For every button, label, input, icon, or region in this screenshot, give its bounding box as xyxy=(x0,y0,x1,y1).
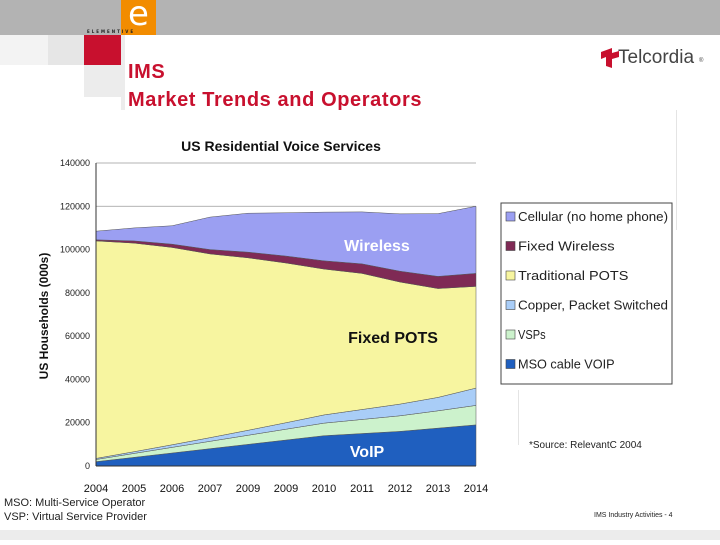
legend-label: Traditional POTS xyxy=(518,268,629,283)
element-logo: e xyxy=(121,0,156,35)
x-tick-label: 2005 xyxy=(122,483,146,495)
page-label: IMS Industry Activities - 4 xyxy=(594,512,673,519)
x-tick-label: 2010 xyxy=(312,483,336,495)
decor-square-4 xyxy=(121,35,125,110)
decor-square-3 xyxy=(84,65,121,97)
x-tick-label: 2013 xyxy=(426,483,450,495)
y-tick-label: 40000 xyxy=(65,374,90,384)
telcordia-logo: Telcordia ® xyxy=(593,44,708,74)
footnote-mso: MSO: Multi-Service Operator xyxy=(4,497,146,509)
y-tick-label: 100000 xyxy=(60,245,90,255)
y-tick-label: 0 xyxy=(85,461,90,471)
y-tick-label: 20000 xyxy=(65,418,90,428)
legend-swatch xyxy=(505,211,516,222)
area-annotation: Wireless xyxy=(344,238,410,255)
area-series-5 xyxy=(95,205,477,277)
decor-square-2 xyxy=(48,35,84,65)
y-tick-label: 80000 xyxy=(65,288,90,298)
legend-swatch xyxy=(505,270,516,281)
telcordia-mark-icon xyxy=(599,48,621,73)
legend-swatch xyxy=(505,359,516,369)
page-title-line2: Market Trends and Operators xyxy=(128,89,423,111)
y-tick-label: 120000 xyxy=(60,201,90,211)
x-tick-label: 2009 xyxy=(274,483,298,495)
chart-title: US Residential Voice Services xyxy=(181,138,381,154)
divider-line xyxy=(676,110,677,230)
decor-square-1 xyxy=(84,35,121,65)
divider-line xyxy=(518,390,519,445)
x-tick-label: 2009 xyxy=(236,483,260,495)
bottom-bar xyxy=(0,530,720,540)
legend-label: VSPs xyxy=(518,327,546,342)
x-tick-label: 2006 xyxy=(160,483,184,495)
area-annotation: VoIP xyxy=(350,444,385,461)
source-note: *Source: RelevantC 2004 xyxy=(529,440,642,451)
logo-letter: e xyxy=(128,0,149,34)
legend-box xyxy=(500,202,673,385)
page-title-line1: IMS xyxy=(128,61,166,83)
company-name: Telcordia xyxy=(618,47,695,68)
legend-label: Cellular (no home phone) xyxy=(518,209,668,224)
top-bar xyxy=(0,0,720,35)
y-tick-label: 140000 xyxy=(60,158,90,168)
legend-label: Fixed Wireless xyxy=(518,239,615,254)
y-tick-label: 60000 xyxy=(65,331,90,341)
legend-label: Copper, Packet Switched xyxy=(518,298,668,313)
x-tick-label: 2014 xyxy=(464,483,488,495)
legend-swatch xyxy=(505,329,516,340)
x-tick-label: 2011 xyxy=(350,483,374,495)
registered-mark: ® xyxy=(699,58,704,64)
x-tick-label: 2004 xyxy=(84,483,108,495)
legend-swatch xyxy=(505,300,516,310)
x-tick-label: 2007 xyxy=(198,483,222,495)
footnote-vsp: VSP: Virtual Service Provider xyxy=(4,511,147,523)
decor-square-5 xyxy=(0,35,48,65)
y-axis-label: US Households (000s) xyxy=(37,253,51,380)
area-annotation: Fixed POTS xyxy=(348,330,438,347)
logo-wordmark: ELEMENTIVE xyxy=(87,29,136,34)
legend-swatch xyxy=(505,241,516,251)
x-tick-label: 2012 xyxy=(388,483,412,495)
legend-label: MSO cable VOIP xyxy=(518,357,615,372)
